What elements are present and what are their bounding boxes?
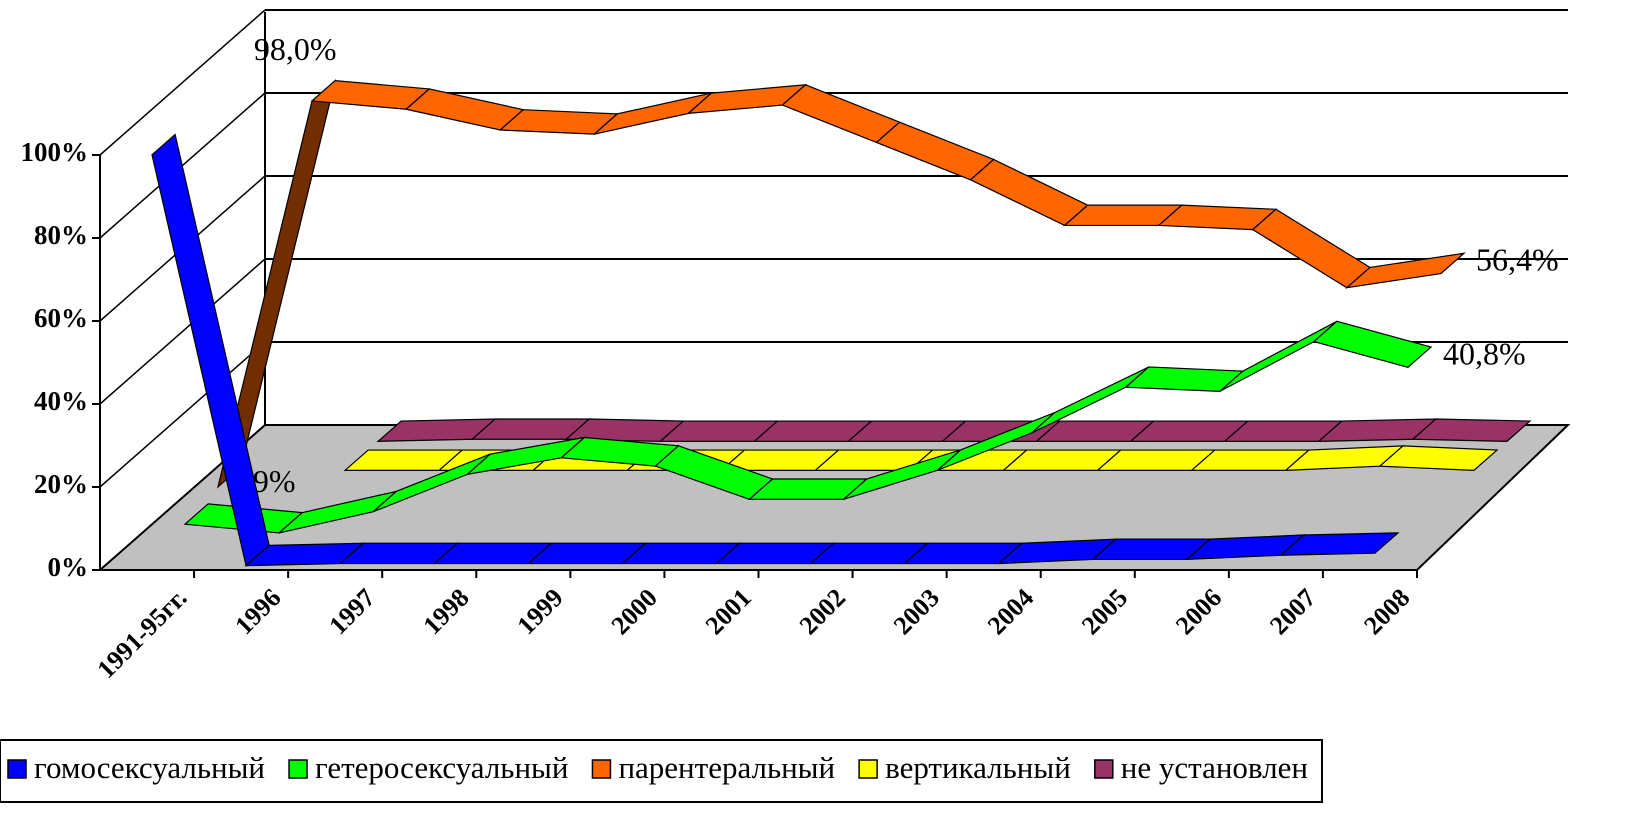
y-tick-label: 60% <box>34 303 88 333</box>
y-tick-label: 80% <box>34 220 88 250</box>
y-tick-label: 100% <box>21 137 89 167</box>
x-tick-label: 1999 <box>512 583 569 640</box>
x-tick-label: 2000 <box>606 583 663 640</box>
ribbon-segment <box>404 88 525 131</box>
data-label: 98,0% <box>254 31 337 67</box>
ribbon-segment <box>875 121 995 181</box>
x-tick-label: 2003 <box>888 583 945 640</box>
legend-swatch <box>7 759 27 779</box>
data-label: 40,8% <box>1443 335 1526 371</box>
ribbon-segment <box>686 84 808 115</box>
x-tick-label: 2005 <box>1076 583 1133 640</box>
legend-swatch <box>591 759 612 779</box>
x-tick-label: 2008 <box>1358 583 1415 640</box>
x-tick-label: 2004 <box>982 583 1039 640</box>
legend-label: гомосексуальный <box>34 750 265 785</box>
y-tick-label: 0% <box>48 552 89 582</box>
x-tick-label: 2007 <box>1264 583 1321 640</box>
legend-label: вертикальный <box>885 750 1071 785</box>
y-tick-label: 40% <box>34 386 88 416</box>
grid-line <box>99 258 266 405</box>
ribbon-segment <box>1279 532 1400 556</box>
ribbon-segment <box>1411 418 1532 442</box>
legend-label: гетеросексуальный <box>315 750 568 785</box>
x-tick-label: 2001 <box>700 583 757 640</box>
data-label: 56,4% <box>1476 242 1559 278</box>
grid-line <box>99 9 266 156</box>
legend-swatch <box>288 759 308 779</box>
x-tick-label: 1991-95гг. <box>92 583 193 684</box>
legend-swatch <box>858 759 878 779</box>
grid-line <box>99 341 266 488</box>
ribbon-segment <box>1219 320 1338 392</box>
x-tick-label: 1996 <box>229 583 286 640</box>
legend-swatch <box>1094 759 1114 779</box>
ribbon-segment <box>1378 445 1499 471</box>
x-tick-label: 1998 <box>417 583 474 640</box>
y-tick-label: 20% <box>34 469 88 499</box>
ribbon-segment <box>1312 320 1433 368</box>
ribbon-segment <box>969 158 1089 227</box>
legend-label: не установлен <box>1121 750 1308 785</box>
x-tick-label: 1997 <box>323 583 380 640</box>
x-tick-label: 2006 <box>1170 583 1227 640</box>
ribbon-segment <box>1251 208 1371 289</box>
legend-label: парентеральный <box>618 750 835 785</box>
ribbon-segment <box>1344 252 1466 289</box>
x-tick-label: 2002 <box>794 583 851 640</box>
